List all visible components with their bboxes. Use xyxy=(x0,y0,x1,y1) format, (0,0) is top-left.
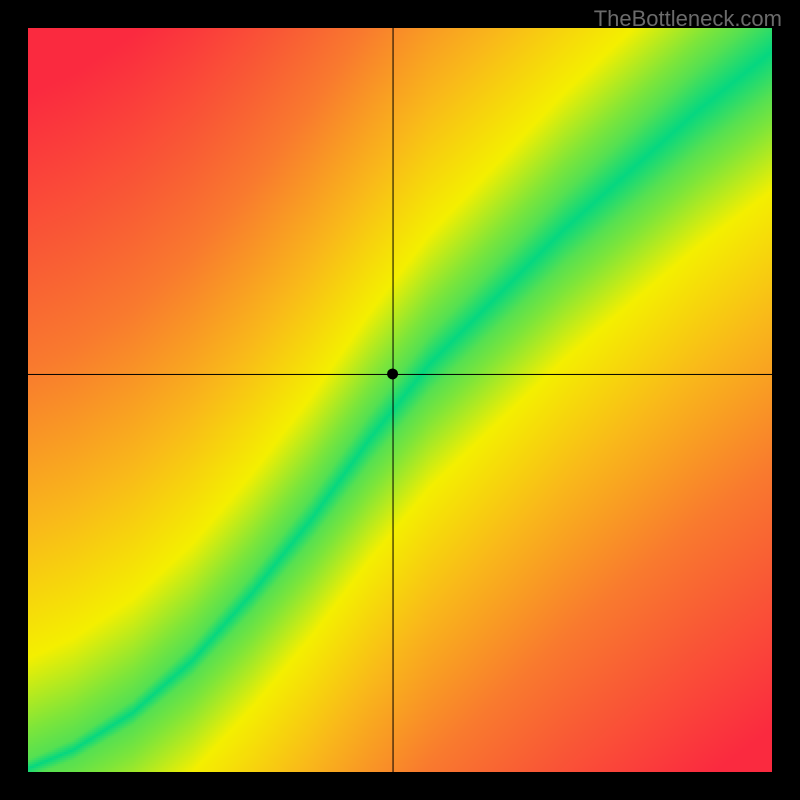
bottleneck-heatmap-canvas xyxy=(0,0,800,800)
watermark-text: TheBottleneck.com xyxy=(594,6,782,32)
chart-container: TheBottleneck.com xyxy=(0,0,800,800)
